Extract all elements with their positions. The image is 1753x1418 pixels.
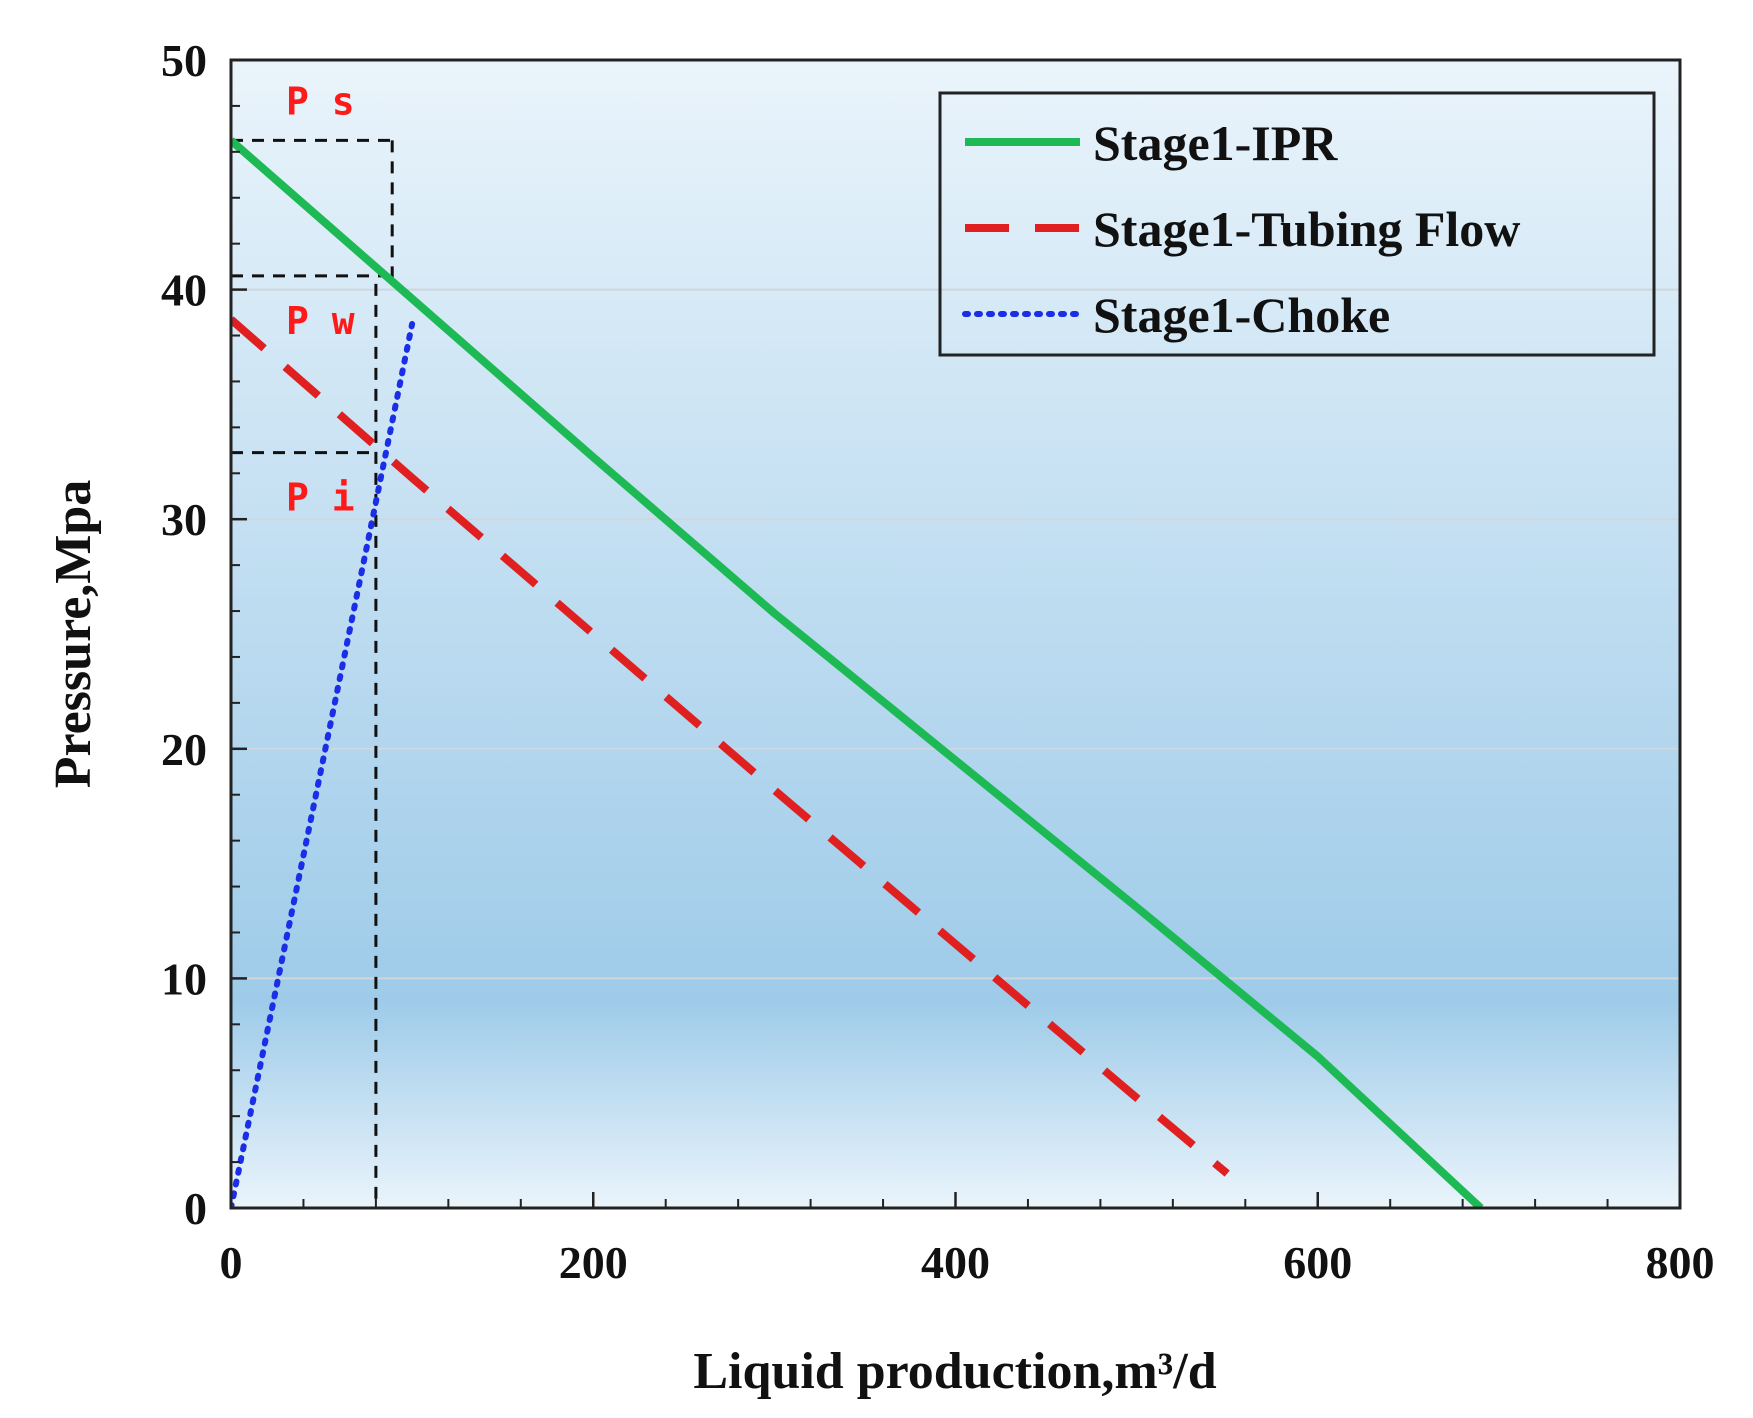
grid-lines (231, 288, 1680, 980)
legend-label: Stage1-Tubing Flow (1093, 201, 1520, 257)
plot-background (231, 60, 1680, 1208)
guide-lines (231, 138, 394, 1208)
y-tick-label: 40 (161, 265, 207, 316)
legend-box (938, 91, 1656, 357)
annotation-label: P w (286, 299, 355, 343)
y-tick-label: 20 (161, 724, 207, 775)
annotation-label: P s (286, 79, 355, 123)
series-line-2 (231, 316, 1230, 1177)
y-tick-label: 30 (161, 494, 207, 545)
x-tick-label: 200 (559, 1237, 628, 1288)
y-tick-label: 10 (161, 953, 207, 1004)
legend-label: Stage1-IPR (1093, 115, 1338, 171)
y-tick-label: 0 (184, 1183, 207, 1234)
annotation-label: P i (286, 476, 355, 520)
annotations: P s P w P i (286, 79, 355, 519)
legend-label: Stage1-Choke (1093, 287, 1390, 343)
x-tick-label: 0 (220, 1237, 243, 1288)
x-tick-label: 400 (921, 1237, 990, 1288)
y-tick-label: 50 (161, 35, 207, 86)
x-tick-label: 800 (1646, 1237, 1715, 1288)
legend: Stage1-IPR Stage1-Tubing Flow Stage1-Choke (938, 91, 1656, 357)
series-line-1 (231, 137, 1484, 1208)
y-axis-title: Pressure,Mpa (45, 480, 102, 789)
x-axis-title: Liquid production,m³/d (693, 1343, 1216, 1400)
x-tick-label: 600 (1283, 1237, 1352, 1288)
axis-ticks: 0 10 20 30 40 50 0 200 400 600 800 (161, 35, 1715, 1288)
series-lines (231, 137, 1484, 1208)
